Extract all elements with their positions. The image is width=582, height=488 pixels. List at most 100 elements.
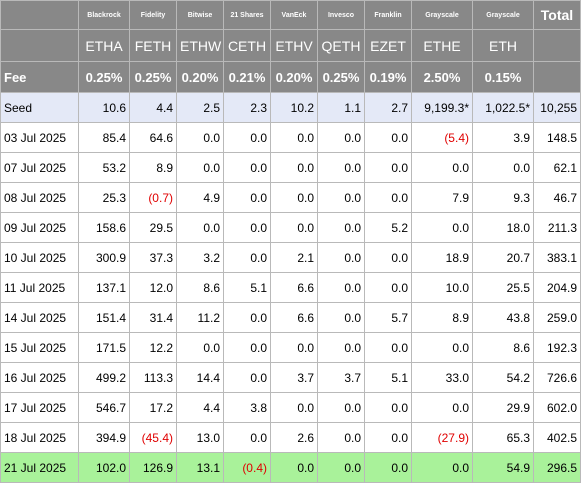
fee-cell: 0.15%: [472, 61, 534, 93]
flow-cell: 1,022.5*: [472, 92, 534, 123]
flow-cell: 85.4: [78, 122, 130, 153]
flow-cell: 0.0: [270, 122, 318, 153]
date-cell: 16 Jul 2025: [0, 362, 79, 393]
flow-cell: 3.7: [317, 362, 365, 393]
total-cell: 602.0: [533, 392, 581, 423]
flow-cell: 0.0: [223, 422, 271, 453]
flow-cell: 54.9: [472, 452, 534, 483]
flow-cell: 102.0: [78, 452, 130, 483]
flow-cell: 0.0: [317, 152, 365, 183]
flow-cell: 0.0: [270, 392, 318, 423]
flow-cell: 2.6: [270, 422, 318, 453]
flow-cell: 0.0: [364, 152, 412, 183]
flow-cell: 137.1: [78, 272, 130, 303]
flow-cell: 0.0: [270, 182, 318, 213]
flow-cell: 2.3: [223, 92, 271, 123]
fee-row: Fee 0.25% 0.25% 0.20% 0.21% 0.20% 0.25% …: [0, 61, 581, 93]
issuer-cell: Bitwise: [176, 0, 224, 30]
flow-cell: 6.6: [270, 302, 318, 333]
ticker-cell: CETH: [223, 29, 271, 62]
flow-cell: 5.1: [223, 272, 271, 303]
date-cell: 21 Jul 2025: [0, 452, 79, 483]
flow-cell: 0.0: [317, 122, 365, 153]
flow-cell: 2.1: [270, 242, 318, 273]
flow-cell: 0.0: [411, 452, 473, 483]
flow-cell: 546.7: [78, 392, 130, 423]
total-cell: 296.5: [533, 452, 581, 483]
ticker-cell: ETHW: [176, 29, 224, 62]
flow-cell: (45.4): [129, 422, 177, 453]
flow-cell: 394.9: [78, 422, 130, 453]
issuer-cell: Fidelity: [129, 0, 177, 30]
ticker-cell: FETH: [129, 29, 177, 62]
flows-body: Seed 10.6 4.4 2.5 2.3 10.2 1.1 2.7 9,199.3* 1,022…: [0, 92, 581, 483]
flow-cell: 64.6: [129, 122, 177, 153]
flow-cell: 0.0: [176, 332, 224, 363]
flow-cell: 0.0: [270, 332, 318, 363]
total-cell: 402.5: [533, 422, 581, 453]
flow-cell: 0.0: [223, 122, 271, 153]
flow-cell: 0.0: [223, 182, 271, 213]
flow-cell: 8.6: [176, 272, 224, 303]
flow-cell: 0.0: [364, 122, 412, 153]
flow-cell: 10.6: [78, 92, 130, 123]
table-row: 21 Jul 2025 102.0 126.9 13.1 (0.4) 0.0 0.0 0.0 0…: [0, 452, 581, 483]
table-row: 15 Jul 2025 171.5 12.2 0.0 0.0 0.0 0.0 0.0 0.0 8.…: [0, 332, 581, 363]
total-header: Total: [533, 0, 581, 30]
flow-cell: 25.3: [78, 182, 130, 213]
ticker-row: ETHA FETH ETHW CETH ETHV QETH EZET ETHE …: [0, 29, 581, 62]
total-cell: 211.3: [533, 212, 581, 243]
flow-cell: 1.1: [317, 92, 365, 123]
ticker-cell: [533, 29, 581, 62]
flow-cell: 14.4: [176, 362, 224, 393]
flow-cell: 0.0: [364, 332, 412, 363]
total-cell: 259.0: [533, 302, 581, 333]
flow-cell: 54.2: [472, 362, 534, 393]
fee-cell: 0.25%: [78, 61, 130, 93]
flow-cell: 0.0: [317, 452, 365, 483]
ticker-cell: ETH: [472, 29, 534, 62]
fee-cell: 2.50%: [411, 61, 473, 93]
fee-cell: 0.20%: [270, 61, 318, 93]
table-row: 07 Jul 2025 53.2 8.9 0.0 0.0 0.0 0.0 0.0 0.0 0.0 6…: [0, 152, 581, 183]
flow-cell: 0.0: [364, 392, 412, 423]
fee-cell: 0.25%: [129, 61, 177, 93]
table-row: 16 Jul 2025 499.2 113.3 14.4 0.0 3.7 3.7 5.1 33.…: [0, 362, 581, 393]
flow-cell: 65.3: [472, 422, 534, 453]
date-cell: 14 Jul 2025: [0, 302, 79, 333]
fee-label: Fee: [0, 61, 79, 93]
table-row: 18 Jul 2025 394.9 (45.4) 13.0 0.0 2.6 0.0 0.0 (2…: [0, 422, 581, 453]
flow-cell: 0.0: [411, 212, 473, 243]
flow-cell: 12.0: [129, 272, 177, 303]
issuer-cell: [0, 0, 79, 30]
date-cell: 17 Jul 2025: [0, 392, 79, 423]
flow-cell: 4.4: [176, 392, 224, 423]
date-cell: 09 Jul 2025: [0, 212, 79, 243]
flow-cell: 0.0: [270, 212, 318, 243]
flow-cell: 13.0: [176, 422, 224, 453]
ticker-cell: EZET: [364, 29, 412, 62]
flow-cell: 12.2: [129, 332, 177, 363]
date-cell: 11 Jul 2025: [0, 272, 79, 303]
flow-cell: 0.0: [317, 302, 365, 333]
table-row: 03 Jul 2025 85.4 64.6 0.0 0.0 0.0 0.0 0.0 (5.4) 3…: [0, 122, 581, 153]
table-row: 09 Jul 2025 158.6 29.5 0.0 0.0 0.0 0.0 5.2 0.0 18…: [0, 212, 581, 243]
flow-cell: 0.0: [411, 332, 473, 363]
flow-cell: 0.0: [411, 392, 473, 423]
table-row: 10 Jul 2025 300.9 37.3 3.2 0.0 2.1 0.0 0.0 18.9 2…: [0, 242, 581, 273]
flow-cell: 7.9: [411, 182, 473, 213]
total-cell: 62.1: [533, 152, 581, 183]
issuer-cell: Invesco: [317, 0, 365, 30]
flow-cell: 0.0: [223, 212, 271, 243]
flow-cell: 43.8: [472, 302, 534, 333]
fee-cell: 0.19%: [364, 61, 412, 93]
flow-cell: 0.0: [317, 242, 365, 273]
flow-cell: 53.2: [78, 152, 130, 183]
date-cell: 10 Jul 2025: [0, 242, 79, 273]
flow-cell: 13.1: [176, 452, 224, 483]
flow-cell: 0.0: [223, 362, 271, 393]
flow-cell: 10.2: [270, 92, 318, 123]
flow-cell: 0.0: [364, 452, 412, 483]
flow-cell: 25.5: [472, 272, 534, 303]
